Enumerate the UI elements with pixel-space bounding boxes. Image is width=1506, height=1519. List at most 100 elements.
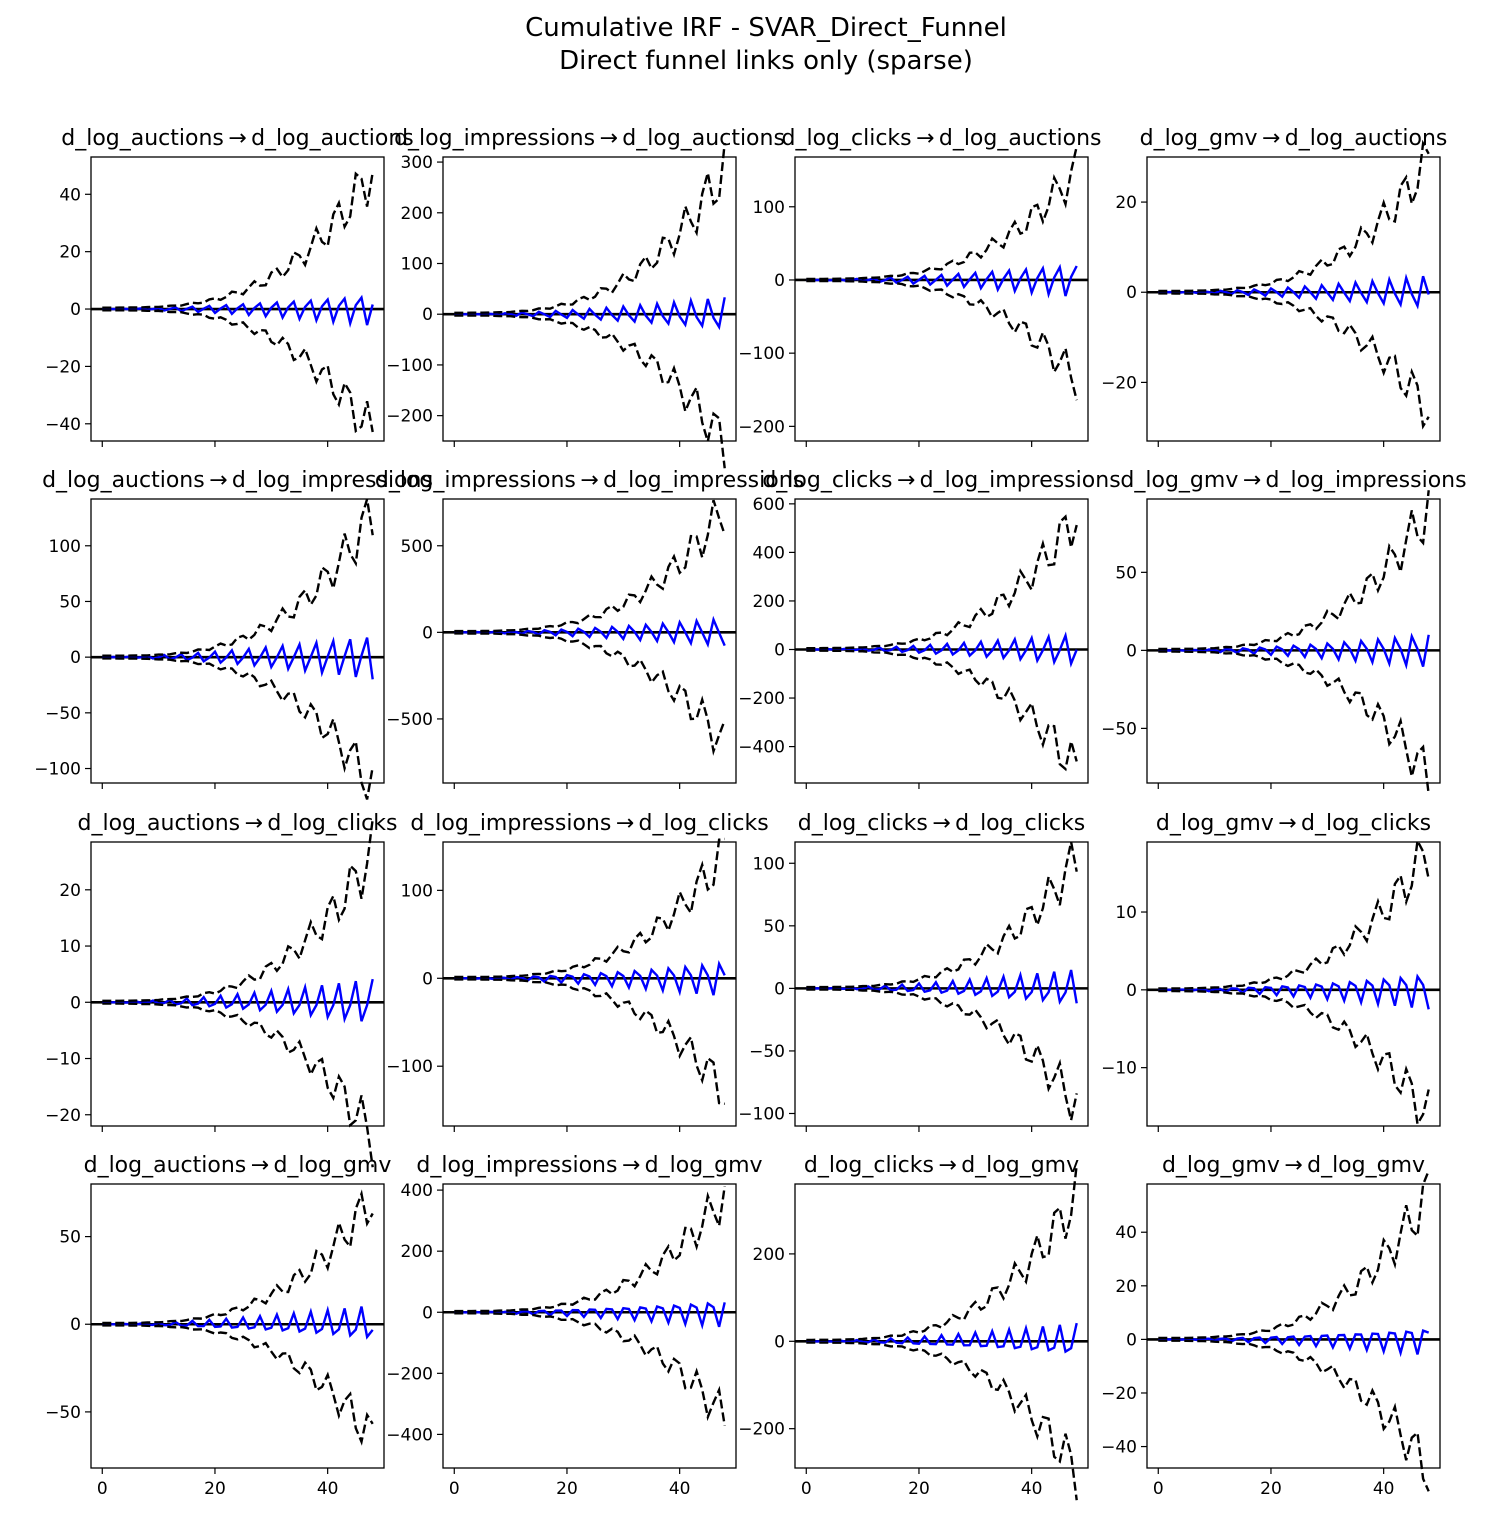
y-tick-label: 200 bbox=[401, 1242, 433, 1262]
x-tick-label: 40 bbox=[317, 1479, 339, 1499]
y-tick-label: 500 bbox=[401, 537, 433, 557]
lower-band-line bbox=[806, 988, 1078, 1121]
upper-band-line bbox=[454, 142, 726, 314]
y-tick-label: 50 bbox=[59, 1228, 81, 1248]
x-tick-label: 0 bbox=[1153, 1479, 1164, 1499]
lower-band-line bbox=[454, 978, 725, 1105]
y-tick-label: 0 bbox=[774, 979, 785, 999]
y-tick-label: −20 bbox=[1101, 373, 1137, 393]
irf-panel-7: d_log_clicks → d_log_impressions −400 −200… bbox=[738, 468, 1121, 789]
irf-panel-8: d_log_gmv → d_log_impressions −50 0 50 bbox=[1101, 468, 1467, 795]
lower-band-line bbox=[806, 649, 1078, 772]
lower-band-line bbox=[102, 1324, 374, 1446]
x-tick-label: 40 bbox=[1373, 1479, 1395, 1499]
panel-grid: d_log_auctions → d_log_auctions−40−20020… bbox=[34, 126, 1467, 1501]
irf-line bbox=[1158, 973, 1430, 1010]
y-tick-label: 40 bbox=[1115, 1223, 1137, 1243]
irf-panel-10: d_log_impressions → d_log_clicks −100 0 100 bbox=[386, 811, 769, 1132]
y-tick-label: −20 bbox=[1101, 1384, 1137, 1404]
y-tick-label: −50 bbox=[45, 1403, 81, 1423]
panel-title: d_log_gmv → d_log_auctions bbox=[1140, 126, 1448, 151]
y-tick-label: 0 bbox=[1126, 283, 1137, 303]
irf-panel-14: d_log_impressions → d_log_gmv −400 −200 0 20… bbox=[386, 1153, 762, 1499]
x-tick-label: 40 bbox=[1021, 1479, 1043, 1499]
axes-frame bbox=[442, 1183, 737, 1469]
y-tick-label: 0 bbox=[774, 640, 785, 660]
axes-frame bbox=[1146, 156, 1441, 442]
upper-band-line bbox=[454, 837, 725, 979]
y-tick-label: −500 bbox=[386, 710, 433, 730]
upper-band-line bbox=[102, 818, 374, 1002]
irf-panel-12: d_log_gmv → d_log_clicks −10 0 10 bbox=[1101, 811, 1441, 1132]
x-tick-label: 0 bbox=[449, 1479, 460, 1499]
panel-title: d_log_auctions → d_log_impressions bbox=[42, 468, 433, 493]
lower-band-line bbox=[806, 1341, 1078, 1501]
y-tick-label: −400 bbox=[386, 1425, 433, 1445]
panel-title: d_log_clicks → d_log_gmv bbox=[804, 1153, 1079, 1178]
upper-band-line bbox=[102, 1189, 374, 1325]
upper-band-line bbox=[1158, 139, 1430, 293]
y-tick-label: 0 bbox=[422, 969, 433, 989]
y-tick-label: −100 bbox=[34, 760, 81, 780]
lower-band-line bbox=[1158, 989, 1430, 1128]
irf-panel-5: d_log_auctions → d_log_impressions −100 −5… bbox=[34, 468, 433, 800]
y-tick-label: 0 bbox=[422, 1303, 433, 1323]
irf-panel-16: d_log_gmv → d_log_gmv −40 −20 0 20 40 0 20 40 bbox=[1101, 1153, 1441, 1499]
x-tick-label: 0 bbox=[97, 1479, 108, 1499]
x-tick-label: 20 bbox=[908, 1479, 930, 1499]
upper-band-line bbox=[1158, 1170, 1430, 1340]
irf-line bbox=[102, 978, 374, 1024]
irf-line bbox=[1158, 1329, 1430, 1358]
y-tick-label: −100 bbox=[738, 1104, 785, 1124]
panel-title: d_log_clicks → d_log_impressions bbox=[762, 468, 1120, 493]
lower-band-line bbox=[102, 309, 374, 434]
irf-line bbox=[454, 615, 726, 649]
lower-band-line bbox=[806, 279, 1078, 401]
panel-title: d_log_auctions → d_log_clicks bbox=[78, 811, 398, 836]
upper-band-line bbox=[1158, 490, 1430, 651]
irf-line bbox=[806, 263, 1078, 299]
upper-band-line bbox=[806, 1164, 1078, 1342]
axes-frame bbox=[794, 498, 1089, 784]
axes-frame bbox=[90, 156, 385, 442]
y-tick-label: 50 bbox=[1115, 563, 1137, 583]
irf-panel-4: d_log_gmv → d_log_auctions −20 0 20 bbox=[1101, 126, 1447, 447]
y-tick-label: 20 bbox=[1115, 193, 1137, 213]
upper-band-line bbox=[102, 498, 374, 657]
y-tick-label: −200 bbox=[386, 407, 433, 427]
y-tick-label: −100 bbox=[386, 356, 433, 376]
y-tick-label: −20 bbox=[45, 357, 81, 377]
y-tick-label: 100 bbox=[401, 881, 433, 901]
y-tick-label: 100 bbox=[401, 255, 433, 275]
y-tick-label: −40 bbox=[45, 415, 81, 435]
lower-band-line bbox=[102, 657, 374, 800]
upper-band-line bbox=[1158, 836, 1430, 990]
y-tick-label: −200 bbox=[738, 1420, 785, 1440]
y-tick-label: 20 bbox=[1115, 1277, 1137, 1297]
y-tick-label: −200 bbox=[738, 689, 785, 709]
y-tick-label: 0 bbox=[1126, 981, 1137, 1001]
figure-title-line2: Direct funnel links only (sparse) bbox=[559, 46, 973, 76]
upper-band-line bbox=[806, 146, 1078, 281]
y-tick-label: −100 bbox=[386, 1057, 433, 1077]
panel-title: d_log_gmv → d_log_impressions bbox=[1120, 468, 1466, 493]
upper-band-line bbox=[454, 499, 726, 633]
y-tick-label: −200 bbox=[386, 1364, 433, 1384]
axes-frame bbox=[442, 841, 737, 1127]
y-tick-label: 400 bbox=[753, 543, 785, 563]
y-tick-label: −50 bbox=[45, 704, 81, 724]
panel-title: d_log_gmv → d_log_clicks bbox=[1156, 811, 1431, 836]
y-tick-label: 20 bbox=[59, 881, 81, 901]
panel-title: d_log_clicks → d_log_clicks bbox=[798, 811, 1085, 836]
irf-panel-11: d_log_clicks → d_log_clicks −100 −50 0 50 100 bbox=[738, 811, 1089, 1132]
y-tick-label: 0 bbox=[70, 1315, 81, 1335]
axes-frame bbox=[794, 841, 1089, 1127]
y-tick-label: 0 bbox=[774, 271, 785, 291]
y-tick-label: 600 bbox=[753, 495, 785, 515]
upper-band-line bbox=[806, 841, 1078, 989]
axes-frame bbox=[1146, 841, 1441, 1127]
y-tick-label: −40 bbox=[1101, 1438, 1137, 1458]
x-tick-label: 40 bbox=[669, 1479, 691, 1499]
axes-frame bbox=[442, 498, 737, 784]
